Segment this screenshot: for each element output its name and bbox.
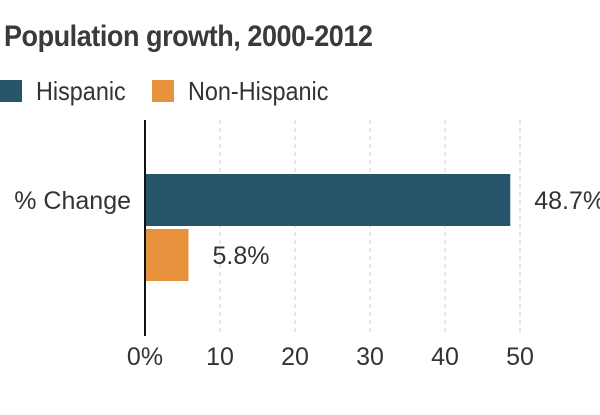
x-tick-label: 0% [127,343,163,371]
category-label: % Change [14,187,131,215]
bar-value-label: 48.7% [534,187,600,215]
bars: 48.7% 5.8% [145,174,600,281]
legend-swatch-non-hispanic [152,80,174,102]
bar-non-hispanic [145,229,189,281]
x-tick-label: 30 [356,343,384,371]
legend-swatch-hispanic [0,80,22,102]
x-tick-label: 40 [431,343,459,371]
legend-item-hispanic: Hispanic [0,74,136,108]
gridlines [219,120,521,336]
legend-label-non-hispanic: Non-Hispanic [188,75,329,106]
legend-label-hispanic: Hispanic [36,75,126,106]
x-axis-ticks: 0% 10 20 30 40 50 [127,343,534,371]
x-tick-label: 50 [506,343,534,371]
x-tick-label: 10 [206,343,234,371]
legend-item-non-hispanic: Non-Hispanic [152,74,344,108]
x-tick-label: 20 [281,343,309,371]
bar-value-label: 5.8% [213,242,270,270]
chart-title: Population growth, 2000-2012 [4,20,373,53]
bar-hispanic [145,174,511,226]
